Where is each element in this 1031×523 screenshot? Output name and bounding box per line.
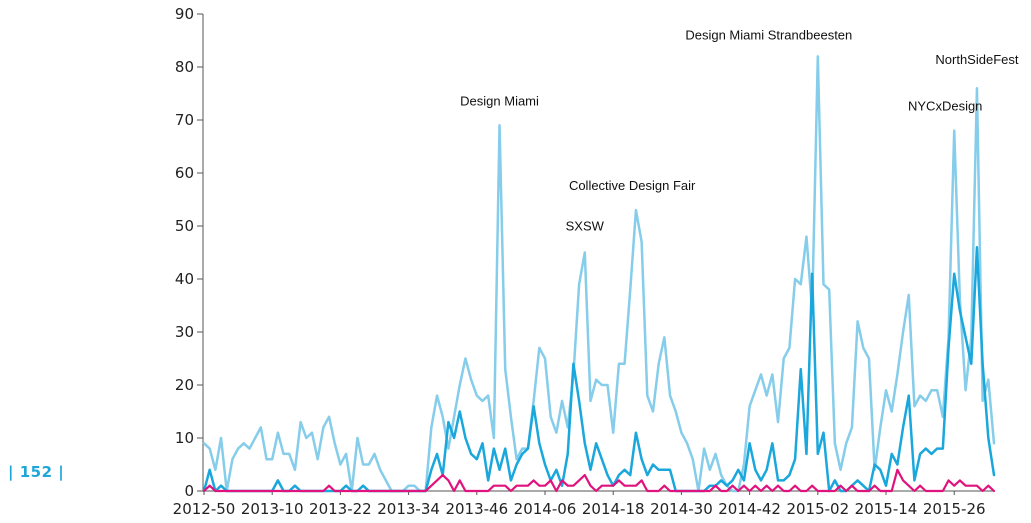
y-tick-label: 0 (184, 482, 194, 500)
y-tick-label: 60 (175, 164, 194, 182)
x-tick-label: 2014-42 (718, 500, 781, 518)
annotation-label: NorthSideFest (935, 52, 1018, 67)
x-tick-label: 2014-18 (582, 500, 645, 518)
x-tick-label: 2015-14 (855, 500, 918, 518)
x-tick-label: 2013-22 (309, 500, 372, 518)
y-tick-label: 50 (175, 217, 194, 235)
x-tick-label: 2014-30 (650, 500, 713, 518)
x-tick-label: 2012-50 (173, 500, 236, 518)
annotation-label: Design Miami (460, 93, 539, 108)
x-tick-label: 2013-10 (241, 500, 304, 518)
annotation-label: Collective Design Fair (569, 178, 696, 193)
chart-axes: 0 10 20 30 40 50 60 70 80 90 2012-50 2013-10 2013-22… (173, 5, 995, 518)
series-line-magenta (202, 468, 996, 493)
page-number: | 152 | (8, 463, 65, 481)
y-tick-label: 40 (175, 270, 194, 288)
annotation-label: SXSW (566, 219, 605, 234)
annotation-label: Design Miami Strandbeesten (685, 27, 852, 42)
series-line-light-blue (202, 55, 996, 493)
y-tick-label: 90 (175, 5, 194, 23)
x-tick-label: 2013-46 (445, 500, 508, 518)
y-tick-label: 80 (175, 58, 194, 76)
y-tick-label: 10 (175, 429, 194, 447)
annotation-label: NYCxDesign (908, 99, 982, 114)
x-tick-label: 2015-26 (923, 500, 986, 518)
x-tick-label: 2013-34 (377, 500, 440, 518)
chart-annotations: Design Miami SXSW Collective Design Fair De… (460, 27, 1019, 233)
y-tick-label: 30 (175, 323, 194, 341)
x-tick-label: 2015-02 (786, 500, 849, 518)
y-tick-label: 20 (175, 376, 194, 394)
x-tick-label: 2014-06 (514, 500, 577, 518)
y-tick-label: 70 (175, 111, 194, 129)
chart-series (202, 55, 996, 493)
